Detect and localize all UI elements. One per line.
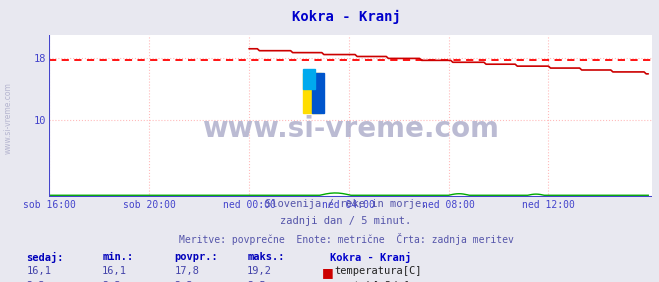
Text: 2,3: 2,3	[102, 281, 121, 282]
Text: www.si-vreme.com: www.si-vreme.com	[3, 83, 13, 154]
Text: Kokra - Kranj: Kokra - Kranj	[291, 10, 401, 24]
Text: temperatura[C]: temperatura[C]	[335, 266, 422, 276]
Text: Slovenija / reke in morje.: Slovenija / reke in morje.	[265, 199, 427, 209]
Text: min.:: min.:	[102, 252, 133, 262]
Text: 2,3: 2,3	[26, 281, 45, 282]
Text: www.si-vreme.com: www.si-vreme.com	[202, 115, 500, 143]
Text: sedaj:: sedaj:	[26, 252, 64, 263]
Text: pretok[m3/s]: pretok[m3/s]	[335, 281, 410, 282]
Bar	[312, 72, 324, 113]
Text: ■: ■	[322, 281, 333, 282]
Text: ■: ■	[322, 266, 333, 279]
Text: 16,1: 16,1	[102, 266, 127, 276]
Text: 2,5: 2,5	[247, 281, 266, 282]
Text: 2,3: 2,3	[175, 281, 193, 282]
Bar	[302, 69, 315, 89]
Text: maks.:: maks.:	[247, 252, 285, 262]
Bar	[302, 72, 321, 113]
Text: Meritve: povprečne  Enote: metrične  Črta: zadnja meritev: Meritve: povprečne Enote: metrične Črta:…	[179, 233, 513, 245]
Text: 19,2: 19,2	[247, 266, 272, 276]
Text: Kokra - Kranj: Kokra - Kranj	[330, 252, 411, 263]
Text: zadnji dan / 5 minut.: zadnji dan / 5 minut.	[280, 216, 412, 226]
Text: 16,1: 16,1	[26, 266, 51, 276]
Text: povpr.:: povpr.:	[175, 252, 218, 262]
Text: 17,8: 17,8	[175, 266, 200, 276]
